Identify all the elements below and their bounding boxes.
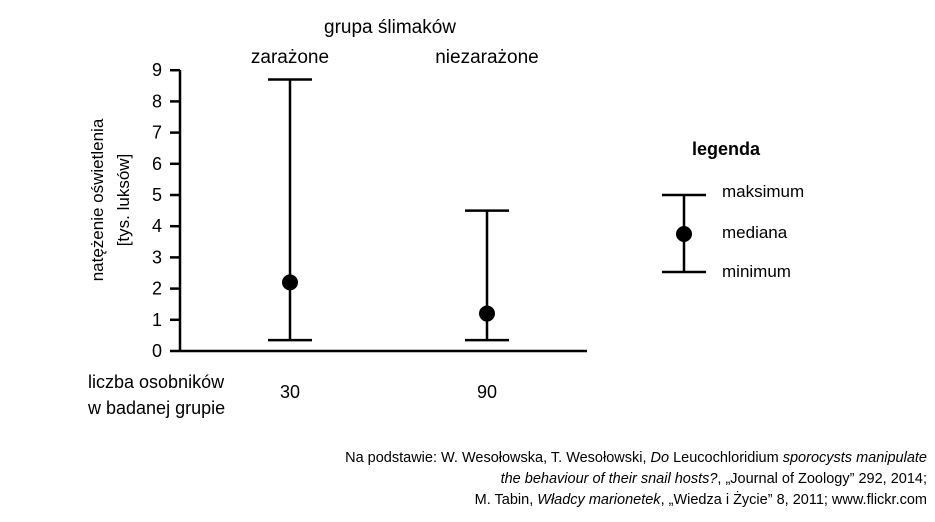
source-line-1-italic-2: sporocysts manipulate bbox=[782, 450, 927, 466]
source-line-3-rest: , „Wiedza i Życie” 8, 2011; www.flickr.c… bbox=[660, 492, 927, 508]
y-tick-label: 7 bbox=[152, 123, 162, 143]
legend-label-median: mediana bbox=[722, 223, 788, 242]
source-line-1-prefix: Na podstawie: W. Wesołowska, T. Wesołows… bbox=[345, 450, 651, 466]
group-size-value: 90 bbox=[477, 382, 497, 402]
category-label: zarażone bbox=[251, 47, 329, 68]
y-tick-label: 9 bbox=[152, 60, 162, 80]
y-axis-label-line1: natężenie oświetlenia bbox=[88, 118, 107, 281]
source-line-2-italic: the behaviour of their snail hosts? bbox=[500, 471, 718, 487]
source-line-1-italic-1: Do bbox=[650, 450, 670, 466]
y-tick-label: 6 bbox=[152, 154, 162, 174]
group-size-label-line2: w badanej grupie bbox=[87, 398, 225, 418]
legend: legenda maksimum mediana minimum bbox=[662, 139, 804, 281]
chart-title: grupa ślimaków bbox=[324, 17, 456, 38]
source-line-3-italic: Władcy marionetek bbox=[537, 492, 661, 508]
y-tick-label: 1 bbox=[152, 310, 162, 330]
y-tick-label: 0 bbox=[152, 341, 162, 361]
legend-title: legenda bbox=[692, 139, 761, 159]
y-axis-label-line2: [tys. luksów] bbox=[114, 154, 133, 247]
source-line-3: M. Tabin, Władcy marionetek, „Wiedza i Ż… bbox=[475, 490, 927, 511]
source-line-3-prefix: M. Tabin, bbox=[474, 492, 538, 508]
source-line-1: Na podstawie: W. Wesołowska, T. Wesołows… bbox=[345, 448, 927, 469]
legend-label-min: minimum bbox=[722, 262, 791, 281]
legend-label-max: maksimum bbox=[722, 182, 804, 201]
median-point bbox=[282, 274, 298, 291]
y-tick-label: 5 bbox=[152, 185, 162, 205]
source-line-2-rest: , „Journal of Zoology” 292, 2014; bbox=[717, 471, 927, 487]
category-label: niezarażone bbox=[435, 47, 539, 68]
group-size-label-line1: liczba osobników bbox=[88, 372, 225, 392]
y-tick-label: 8 bbox=[152, 91, 162, 111]
source-line-1-mid: Leucochloridium bbox=[669, 450, 783, 466]
source-line-2: the behaviour of their snail hosts?, „Jo… bbox=[501, 469, 927, 490]
y-tick-label: 4 bbox=[152, 216, 162, 236]
y-tick-label: 2 bbox=[152, 279, 162, 299]
group-size-value: 30 bbox=[280, 382, 300, 402]
legend-median-dot bbox=[676, 226, 692, 242]
y-tick-label: 3 bbox=[152, 247, 162, 267]
median-point bbox=[479, 305, 495, 322]
